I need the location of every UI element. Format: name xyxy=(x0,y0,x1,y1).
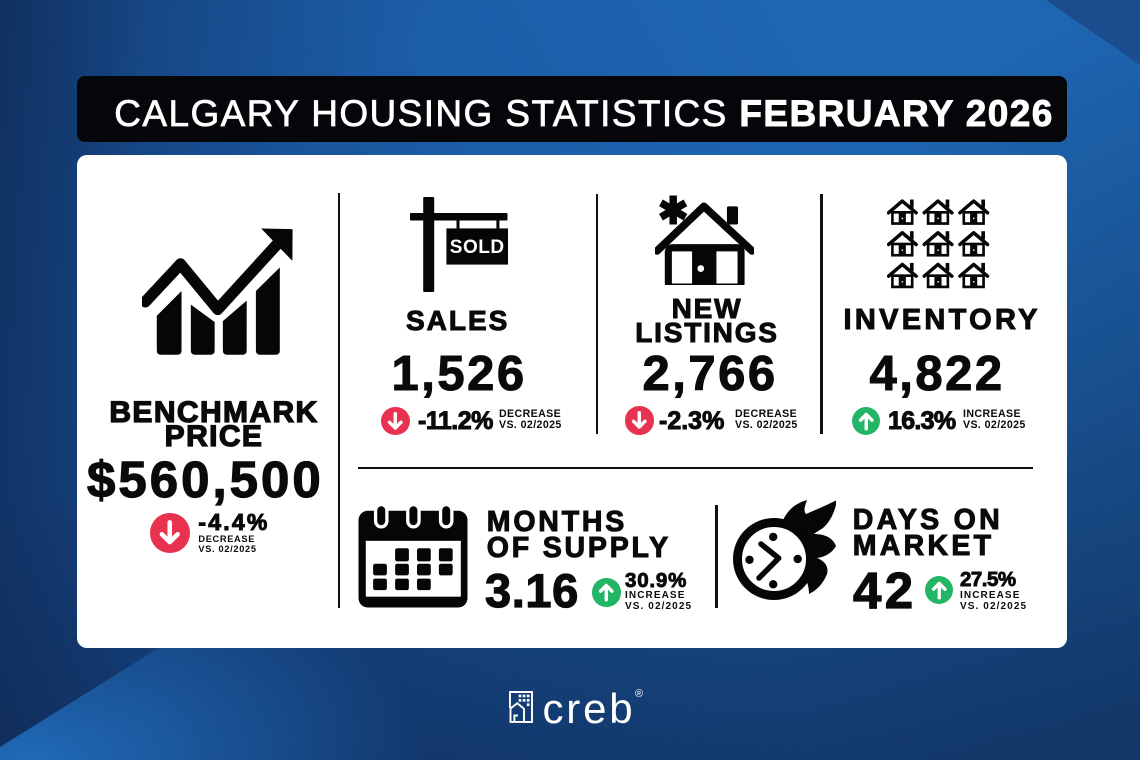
svg-text:SOLD: SOLD xyxy=(450,237,505,258)
